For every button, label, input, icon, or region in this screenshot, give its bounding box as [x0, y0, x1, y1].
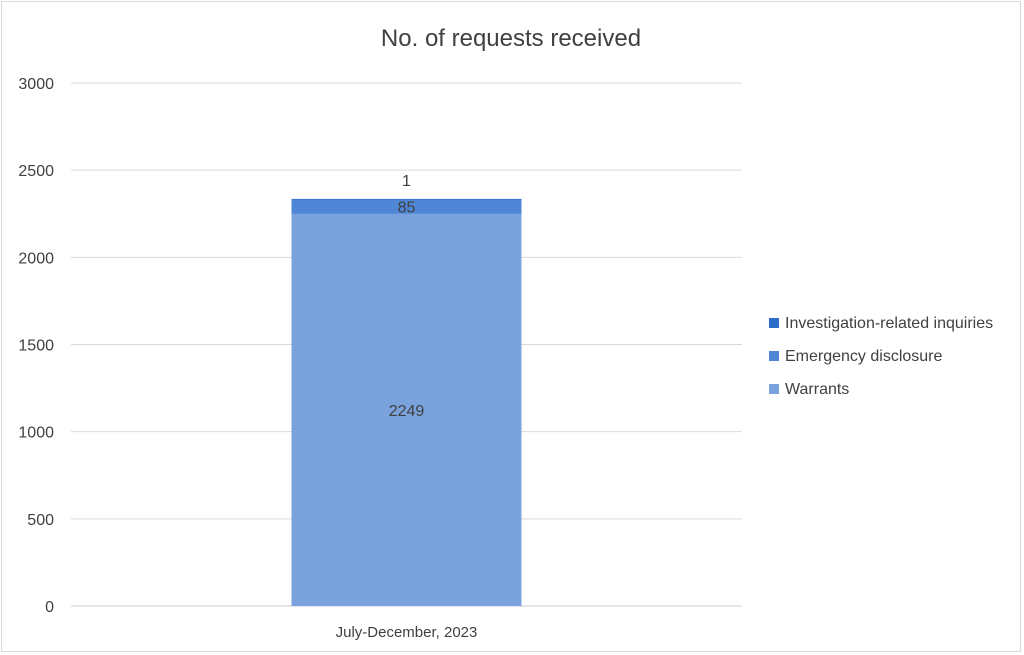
y-tick-label: 500 [27, 512, 54, 529]
bar-segment-investigation-related-inquiries [291, 198, 522, 200]
data-label-investigation-related-inquiries: 1 [402, 173, 411, 190]
bar-segment-warrants [291, 213, 522, 607]
x-category-label: July-December, 2023 [336, 624, 478, 641]
legend-swatch-emergency-disclosure [769, 351, 779, 361]
legend: Investigation-related inquiries Emergency… [769, 315, 993, 398]
y-tick-label: 1500 [18, 338, 54, 355]
data-labels: 2249 85 1 [389, 173, 425, 420]
y-tick-label: 0 [45, 599, 54, 616]
chart-title: No. of requests received [381, 25, 641, 52]
y-tick-label: 2000 [18, 250, 54, 267]
y-tick-label: 1000 [18, 425, 54, 442]
data-label-emergency-disclosure: 85 [398, 200, 416, 217]
bar-segment-emergency-disclosure [291, 199, 522, 214]
legend-label-warrants: Warrants [785, 381, 849, 398]
legend-label-emergency-disclosure: Emergency disclosure [785, 348, 943, 365]
y-axis: 0 500 1000 1500 2000 2500 3000 [18, 76, 54, 616]
y-tick-label: 2500 [18, 163, 54, 180]
legend-swatch-investigation-related-inquiries [769, 318, 779, 328]
y-tick-label: 3000 [18, 76, 54, 93]
bars [291, 198, 522, 607]
data-label-warrants: 2249 [389, 403, 425, 420]
x-axis: July-December, 2023 [336, 624, 478, 641]
legend-swatch-warrants [769, 384, 779, 394]
legend-label-investigation-related-inquiries: Investigation-related inquiries [785, 315, 993, 332]
